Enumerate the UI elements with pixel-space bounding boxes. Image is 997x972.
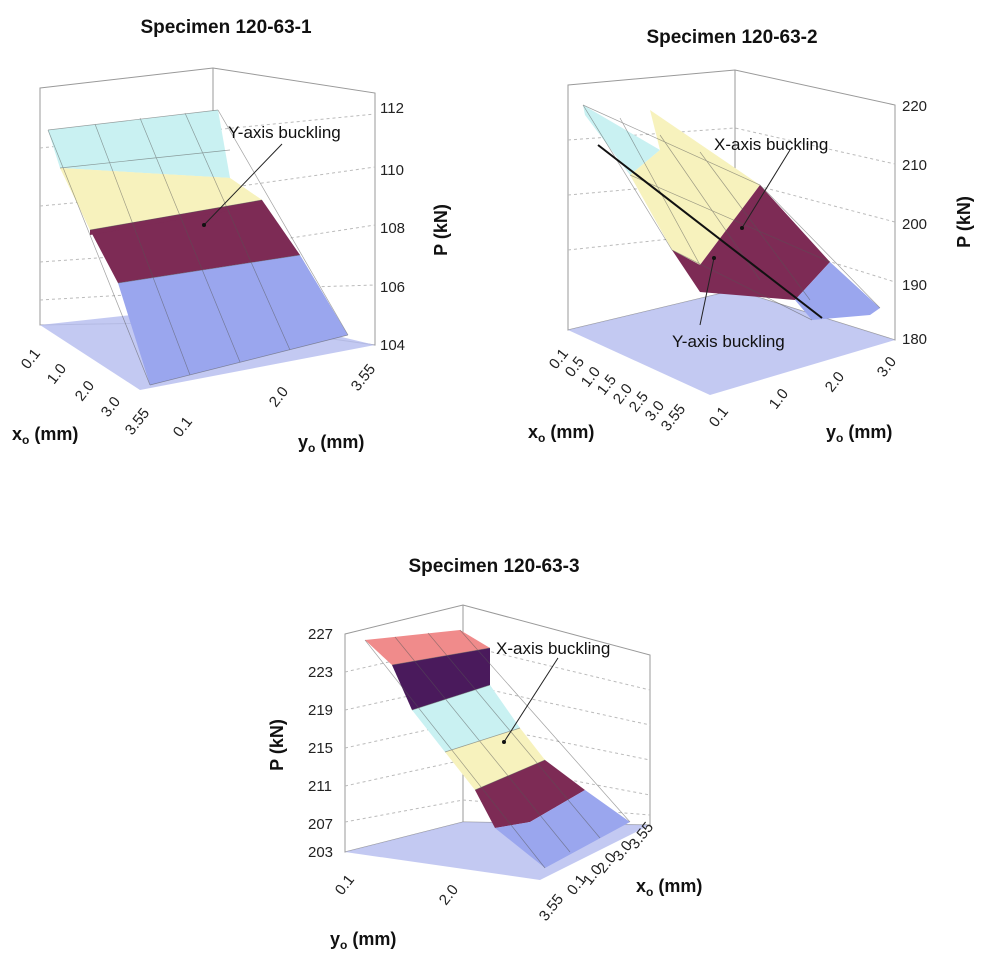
chart-2-band-1 bbox=[795, 262, 880, 320]
chart-2-title: Specimen 120-63-2 bbox=[646, 27, 817, 48]
chart-2-z-tick: 190 bbox=[902, 277, 927, 294]
chart-2-z-label: P (kN) bbox=[954, 196, 974, 248]
chart-2-band-3b bbox=[650, 110, 760, 200]
chart-2-annotation-dot-2 bbox=[712, 256, 716, 260]
chart-2-annotation-dot-1 bbox=[740, 226, 744, 230]
chart-3-z-ticks: 227 223 219 215 211 207 203 bbox=[308, 626, 333, 861]
chart-3-y-tick: 3.55 bbox=[536, 891, 567, 924]
chart-1-z-ticks: 112 110 108 106 104 bbox=[380, 100, 405, 354]
chart-3-x-label: xo (mm) bbox=[636, 876, 702, 899]
chart-2-z-tick: 220 bbox=[902, 98, 927, 115]
chart-specimen-3: Specimen 120-63-3 227 2 bbox=[267, 556, 702, 952]
chart-1-band-4 bbox=[48, 110, 230, 178]
chart-2-x-label: xo (mm) bbox=[528, 422, 594, 445]
chart-2-z-ticks: 220 210 200 190 180 bbox=[902, 98, 927, 348]
chart-1-x-tick: 3.55 bbox=[122, 405, 153, 438]
chart-2-z-tick: 200 bbox=[902, 216, 927, 233]
chart-2-annotation-leader-1 bbox=[741, 149, 791, 229]
chart-1-y-tick: 3.55 bbox=[348, 361, 379, 394]
chart-1-y-tick: 2.0 bbox=[266, 384, 292, 411]
chart-1-annotation-leader bbox=[203, 143, 283, 226]
chart-1-z-tick: 110 bbox=[380, 162, 404, 179]
chart-3-z-tick: 207 bbox=[308, 816, 333, 833]
chart-3-y-label: yo (mm) bbox=[330, 929, 396, 952]
chart-3-band-3 bbox=[445, 728, 545, 790]
chart-1-z-tick: 106 bbox=[380, 279, 405, 296]
chart-3-z-tick: 215 bbox=[308, 740, 333, 757]
chart-3-title: Specimen 120-63-3 bbox=[408, 556, 579, 577]
chart-1-x-tick: 3.0 bbox=[98, 394, 124, 421]
chart-2-y-tick: 2.0 bbox=[822, 369, 848, 396]
chart-3-mesh bbox=[364, 629, 631, 869]
chart-3-z-label: P (kN) bbox=[267, 719, 287, 771]
chart-3-z-tick: 223 bbox=[308, 664, 333, 681]
chart-2-mesh bbox=[582, 104, 881, 321]
chart-2-z-tick: 180 bbox=[902, 331, 927, 348]
chart-3-z-tick: 203 bbox=[308, 844, 333, 861]
chart-1-z-label: P (kN) bbox=[431, 204, 451, 256]
chart-1-z-tick: 104 bbox=[380, 337, 405, 354]
chart-1-annotation: Y-axis buckling bbox=[228, 123, 341, 142]
chart-3-y-ticks: 0.1 2.0 3.55 bbox=[332, 872, 567, 925]
chart-2-annotation-leader-2 bbox=[699, 257, 715, 326]
chart-1-mesh bbox=[47, 109, 349, 386]
chart-3-band-4 bbox=[412, 685, 520, 752]
chart-2-y-tick: 1.0 bbox=[766, 386, 792, 413]
chart-3-y-tick: 0.1 bbox=[332, 872, 358, 899]
chart-2-y-label: yo (mm) bbox=[826, 422, 892, 445]
chart-3-annotation: X-axis buckling bbox=[496, 639, 610, 658]
chart-1-y-tick: 0.1 bbox=[170, 414, 196, 441]
chart-2-band-4 bbox=[583, 105, 660, 175]
chart-1-z-tick: 108 bbox=[380, 220, 405, 237]
chart-3-annotation-leader bbox=[503, 657, 559, 743]
chart-3-z-tick: 227 bbox=[308, 626, 333, 643]
chart-1-annotation-dot bbox=[202, 223, 206, 227]
chart-2-boundary-line bbox=[597, 144, 823, 319]
chart-1-z-tick: 112 bbox=[380, 100, 404, 117]
chart-2-annotation-1: X-axis buckling bbox=[714, 135, 828, 154]
chart-3-annotation-dot bbox=[502, 740, 506, 744]
chart-1-title: Specimen 120-63-1 bbox=[140, 17, 312, 38]
chart-1-band-2 bbox=[90, 200, 300, 283]
chart-2-y-tick: 0.1 bbox=[706, 404, 732, 431]
chart-3-z-tick: 211 bbox=[308, 778, 332, 795]
chart-2-annotation-2: Y-axis buckling bbox=[672, 332, 785, 351]
chart-1-x-tick: 1.0 bbox=[44, 361, 70, 388]
chart-1-x-tick: 0.1 bbox=[18, 346, 44, 373]
chart-1-y-label: yo (mm) bbox=[298, 432, 364, 455]
chart-2-z-tick: 210 bbox=[902, 157, 927, 174]
chart-3-y-tick: 2.0 bbox=[436, 882, 462, 909]
chart-2-y-tick: 3.0 bbox=[874, 354, 900, 381]
chart-specimen-2: Specimen 120-63-2 220 210 20 bbox=[528, 27, 974, 445]
chart-1-gridlines bbox=[39, 113, 376, 301]
chart-1-x-tick: 2.0 bbox=[72, 378, 98, 405]
chart-1-band-1 bbox=[118, 255, 348, 385]
chart-1-x-label: xo (mm) bbox=[12, 424, 78, 447]
chart-3-z-tick: 219 bbox=[308, 702, 333, 719]
chart-3-band-2 bbox=[475, 760, 585, 828]
chart-1-band-3b bbox=[60, 168, 262, 230]
chart-specimen-1: Specimen 120-63-1 bbox=[12, 17, 451, 455]
chart-3-band-1 bbox=[495, 790, 630, 868]
